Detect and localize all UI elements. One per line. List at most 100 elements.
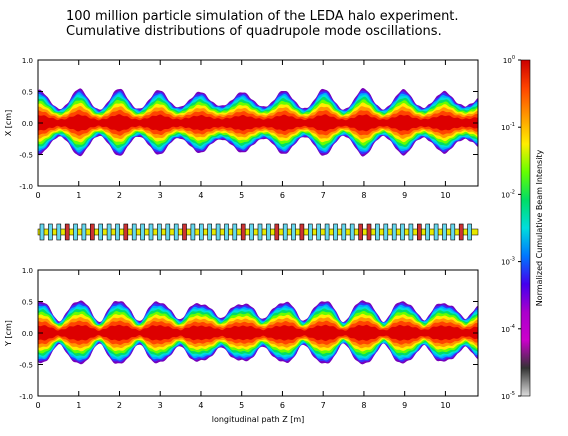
lattice-element <box>73 223 78 241</box>
y-tick-label: 1.0 <box>22 267 33 275</box>
lattice-element <box>391 223 397 241</box>
lattice-element <box>375 223 380 241</box>
lattice-element <box>307 223 313 241</box>
x-tick-label: 9 <box>402 191 407 200</box>
lattice-element <box>215 223 221 241</box>
lattice-element <box>140 223 145 241</box>
lattice-element <box>358 223 363 241</box>
lattice-element <box>190 223 196 241</box>
x-tick-label: 6 <box>280 191 285 200</box>
y-tick-label: 0.5 <box>22 299 33 307</box>
lattice-element <box>324 223 330 241</box>
y-tick-label: -1.0 <box>19 393 33 401</box>
lattice-element <box>240 223 246 241</box>
lattice-element <box>433 223 439 241</box>
lattice-element <box>282 223 288 241</box>
x-tick-label: 2 <box>117 401 122 410</box>
lattice-element <box>148 223 154 241</box>
lattice-element <box>64 223 70 241</box>
lattice-element <box>333 223 338 241</box>
lattice-element <box>266 223 271 241</box>
lattice-element <box>199 223 204 241</box>
lattice-element <box>274 223 280 241</box>
lattice-strip <box>37 223 479 241</box>
x-tick-label: 8 <box>361 401 366 410</box>
lattice-element <box>131 223 137 241</box>
x-tick-label: 5 <box>239 191 244 200</box>
x-tick-label: 1 <box>76 401 81 410</box>
y-tick-label: 0.5 <box>22 89 33 97</box>
lattice-element <box>291 223 296 241</box>
lattice-element <box>349 223 355 241</box>
x-tick-label: 9 <box>402 401 407 410</box>
x-tick-label: 0 <box>35 191 40 200</box>
x-tick-label: 6 <box>280 401 285 410</box>
x-tick-label: 3 <box>158 191 163 200</box>
lattice-element <box>106 223 112 241</box>
lattice-element <box>115 223 120 241</box>
lattice-element <box>81 223 87 241</box>
y-tick-label: 0.0 <box>22 120 33 128</box>
lattice-element <box>56 223 62 241</box>
lattice-element <box>442 223 447 241</box>
y-tick-label: -0.5 <box>19 362 33 370</box>
x-tick-label: 4 <box>198 401 203 410</box>
lattice-element <box>98 223 103 241</box>
y-tick-label: 1.0 <box>22 57 33 65</box>
panel-top-density <box>38 88 478 157</box>
lattice-element <box>257 223 263 241</box>
colorbar-tick-label: 10-5 <box>501 391 515 401</box>
x-axis-label: longitudinal path Z [m] <box>212 415 305 424</box>
panel-bottom-density <box>38 300 478 365</box>
lattice-element <box>408 223 414 241</box>
colorbar-tick-label: 10-2 <box>501 189 515 199</box>
chart-title-line-1: 100 million particle simulation of the L… <box>66 9 459 24</box>
colorbar-tick-label: 10-4 <box>501 324 515 334</box>
lattice-element <box>157 223 162 241</box>
lattice-element <box>458 223 464 241</box>
y-tick-label: -1.0 <box>19 183 33 191</box>
x-tick-label: 2 <box>117 191 122 200</box>
lattice-element <box>383 223 389 241</box>
x-tick-label: 5 <box>239 401 244 410</box>
density-band <box>38 324 478 341</box>
lattice-element <box>182 223 187 241</box>
colorbar <box>520 59 531 397</box>
lattice-element <box>425 223 431 241</box>
x-tick-label: 1 <box>76 191 81 200</box>
lattice-element <box>316 223 322 241</box>
y-tick-label: 0.0 <box>22 330 33 338</box>
lattice-element <box>366 223 372 241</box>
x-tick-label: 10 <box>440 191 450 200</box>
colorbar-tick-label: 10-3 <box>501 257 515 267</box>
lattice-element <box>400 223 405 241</box>
chart-title-line-2: Cumulative distributions of quadrupole m… <box>66 24 442 39</box>
lattice-element <box>232 223 238 241</box>
colorbar-tick-label: 10-1 <box>501 122 515 132</box>
density-band <box>38 114 478 132</box>
x-tick-label: 8 <box>361 191 366 200</box>
x-tick-label: 7 <box>321 401 326 410</box>
lattice-element <box>173 223 179 241</box>
lattice-element <box>450 223 456 241</box>
y-axis-label: X [cm] <box>4 110 13 136</box>
lattice-element <box>416 223 422 241</box>
x-tick-label: 0 <box>35 401 40 410</box>
x-tick-label: 10 <box>440 401 450 410</box>
lattice-element <box>224 223 229 241</box>
colorbar-tick-label: 100 <box>503 55 515 65</box>
lattice-element <box>165 223 171 241</box>
lattice-element <box>299 223 305 241</box>
lattice-element <box>123 223 129 241</box>
colorbar-label: Normalized Cumulative Beam Intensity <box>535 149 544 306</box>
x-tick-label: 4 <box>198 191 203 200</box>
x-tick-label: 3 <box>158 401 163 410</box>
lattice-element <box>39 223 45 241</box>
x-tick-label: 7 <box>321 191 326 200</box>
lattice-element <box>341 223 347 241</box>
y-tick-label: -0.5 <box>19 152 33 160</box>
lattice-element <box>207 223 212 241</box>
y-axis-label: Y [cm] <box>4 320 13 347</box>
lattice-element <box>90 223 95 241</box>
